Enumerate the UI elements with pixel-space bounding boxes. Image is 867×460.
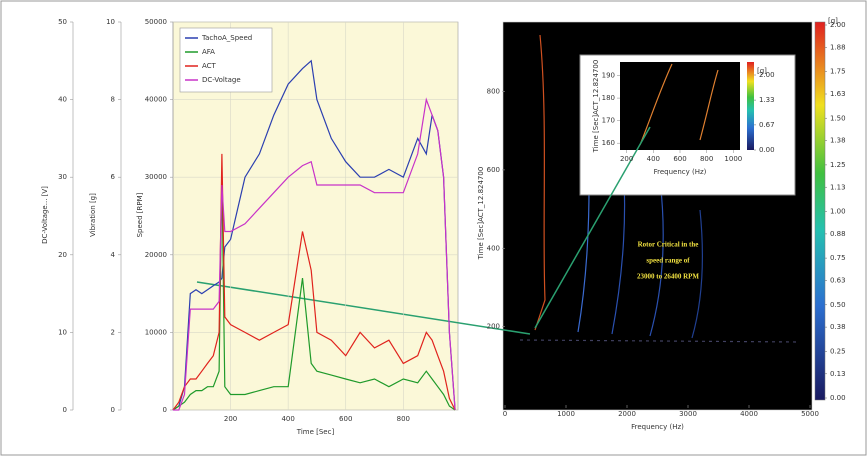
colorbar-tick-label: 0.00 bbox=[759, 146, 775, 154]
y-tick-label: 30 bbox=[58, 173, 67, 181]
x-tick-label: 1000 bbox=[724, 155, 742, 163]
annotation: Rotor Critical in the bbox=[638, 241, 699, 249]
colorbar-tick-label: 1.75 bbox=[830, 68, 846, 76]
y-axis-label: Vibration [g] bbox=[89, 193, 97, 237]
y-tick-label: 6 bbox=[111, 173, 116, 181]
colorbar-tick-label: 1.50 bbox=[830, 114, 846, 122]
legend-label: AFA bbox=[202, 48, 215, 56]
x-tick-label: 4000 bbox=[740, 410, 758, 418]
x-axis-label: Time [Sec] bbox=[296, 428, 335, 436]
x-tick-label: 800 bbox=[397, 415, 410, 423]
y-tick-label: 400 bbox=[487, 244, 500, 252]
y-tick-label: 40 bbox=[58, 96, 67, 104]
y-tick-label: 30000 bbox=[145, 173, 167, 181]
y-axis-label: Time [Sec]ACT_12.824700 bbox=[592, 60, 600, 154]
y-tick-label: 0 bbox=[111, 406, 115, 414]
legend-label: TachoA_Speed bbox=[201, 34, 252, 42]
spectrogram-traces bbox=[519, 34, 801, 343]
series-line bbox=[172, 177, 456, 411]
trace bbox=[534, 34, 546, 331]
y-tick-label: 50000 bbox=[145, 18, 167, 26]
y-tick-label: 20000 bbox=[145, 251, 167, 259]
arrow bbox=[534, 126, 651, 329]
y-tick-label: 4 bbox=[111, 251, 116, 259]
trace bbox=[519, 339, 801, 343]
colorbar-tick-label: 0.00 bbox=[830, 394, 846, 402]
colorbar-tick-label: 0.50 bbox=[830, 301, 846, 309]
colorbar-tick-label: 1.88 bbox=[830, 43, 846, 51]
y-axis-label: DC-Voltage... [V] bbox=[41, 186, 49, 244]
y-tick-label: 40000 bbox=[145, 96, 167, 104]
x-axis-label: Frequency (Hz) bbox=[654, 168, 707, 176]
x-tick-label: 200 bbox=[224, 415, 237, 423]
legend-label: ACT bbox=[202, 62, 217, 70]
x-tick-label: 3000 bbox=[679, 410, 697, 418]
y-tick-label: 2 bbox=[111, 328, 115, 336]
y-tick-label: 10 bbox=[58, 328, 67, 336]
x-tick-label: 5000 bbox=[801, 410, 819, 418]
colorbar-tick-label: 0.13 bbox=[830, 370, 846, 378]
y-tick-label: 20 bbox=[58, 251, 67, 259]
y-axis-label: Time [Sec]ACT_12.824700 bbox=[477, 167, 485, 261]
trace bbox=[649, 179, 664, 337]
trace bbox=[639, 63, 719, 146]
colorbar bbox=[814, 21, 826, 401]
colorbar-tick-label: 2.00 bbox=[830, 21, 846, 29]
annotation: 23000 to 26400 RPM bbox=[637, 273, 699, 281]
y-tick-label: 170 bbox=[602, 117, 615, 125]
y-tick-label: 0 bbox=[63, 406, 67, 414]
x-tick-label: 2000 bbox=[618, 410, 636, 418]
y-tick-label: 190 bbox=[602, 72, 615, 80]
annotation: speed range of bbox=[646, 257, 690, 265]
y-tick-label: 180 bbox=[602, 94, 615, 102]
colorbar-tick-label: 0.67 bbox=[759, 121, 775, 129]
colorbar-tick-label: 0.63 bbox=[830, 277, 846, 285]
colorbar-tick-label: 0.75 bbox=[830, 254, 846, 262]
colorbar-label: [g] bbox=[828, 17, 838, 25]
colorbar-tick-label: 0.38 bbox=[830, 323, 846, 331]
colorbar-tick-label: 0.88 bbox=[830, 230, 846, 238]
x-tick-label: 1000 bbox=[557, 410, 575, 418]
legend-label: DC-Voltage bbox=[202, 76, 241, 84]
y-tick-label: 10000 bbox=[145, 328, 167, 336]
x-tick-label: 400 bbox=[647, 155, 660, 163]
y-tick-label: 160 bbox=[602, 139, 615, 147]
inset-area bbox=[620, 62, 740, 150]
x-tick-label: 600 bbox=[339, 415, 352, 423]
series-line bbox=[172, 153, 456, 411]
colorbar-tick-label: 1.13 bbox=[830, 183, 846, 191]
y-tick-label: 200 bbox=[487, 323, 500, 331]
colorbar-tick-label: 0.25 bbox=[830, 347, 846, 355]
arrows bbox=[196, 126, 651, 335]
x-tick-label: 600 bbox=[673, 155, 686, 163]
x-tick-label: 0 bbox=[503, 410, 507, 418]
trace bbox=[691, 209, 704, 339]
y-tick-label: 8 bbox=[111, 96, 115, 104]
x-tick-label: 800 bbox=[700, 155, 713, 163]
colorbar-tick-label: 1.33 bbox=[759, 96, 775, 104]
colorbar-tick-label: 1.00 bbox=[830, 208, 846, 216]
colorbar-tick-label: 2.00 bbox=[759, 71, 775, 79]
y-tick-label: 0 bbox=[163, 406, 167, 414]
colorbar-tick-label: 1.38 bbox=[830, 137, 846, 145]
inset-colorbar bbox=[747, 62, 754, 150]
arrow bbox=[196, 281, 531, 335]
y-tick-label: 600 bbox=[487, 166, 500, 174]
y-tick-label: 50 bbox=[58, 18, 67, 26]
colorbar-tick-label: 1.25 bbox=[830, 161, 846, 169]
y-axis-label: Speed [RPM] bbox=[136, 192, 144, 237]
series-line bbox=[173, 97, 456, 411]
series-line bbox=[172, 59, 456, 411]
x-axis-label: Frequency (Hz) bbox=[631, 423, 684, 431]
y-tick-label: 10 bbox=[106, 18, 115, 26]
colorbar-label: [g] bbox=[757, 67, 767, 75]
y-tick-label: 800 bbox=[487, 88, 500, 96]
x-tick-label: 200 bbox=[620, 155, 633, 163]
colorbar-tick-label: 1.63 bbox=[830, 90, 846, 98]
x-tick-label: 400 bbox=[281, 415, 294, 423]
